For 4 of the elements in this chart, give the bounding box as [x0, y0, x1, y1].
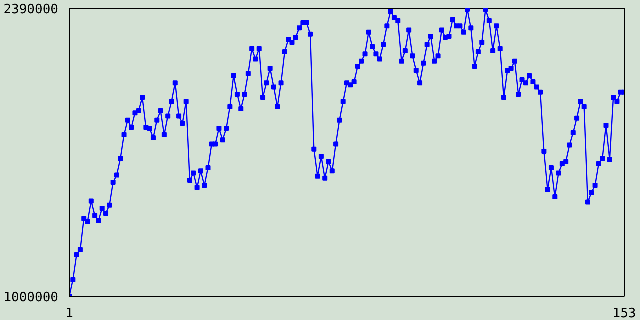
y-tick-label: 2390000	[4, 2, 59, 18]
x-tick-label: 1	[66, 306, 74, 320]
x-tick-label: 153	[612, 306, 636, 320]
y-tick-label: 1000000	[4, 290, 59, 306]
